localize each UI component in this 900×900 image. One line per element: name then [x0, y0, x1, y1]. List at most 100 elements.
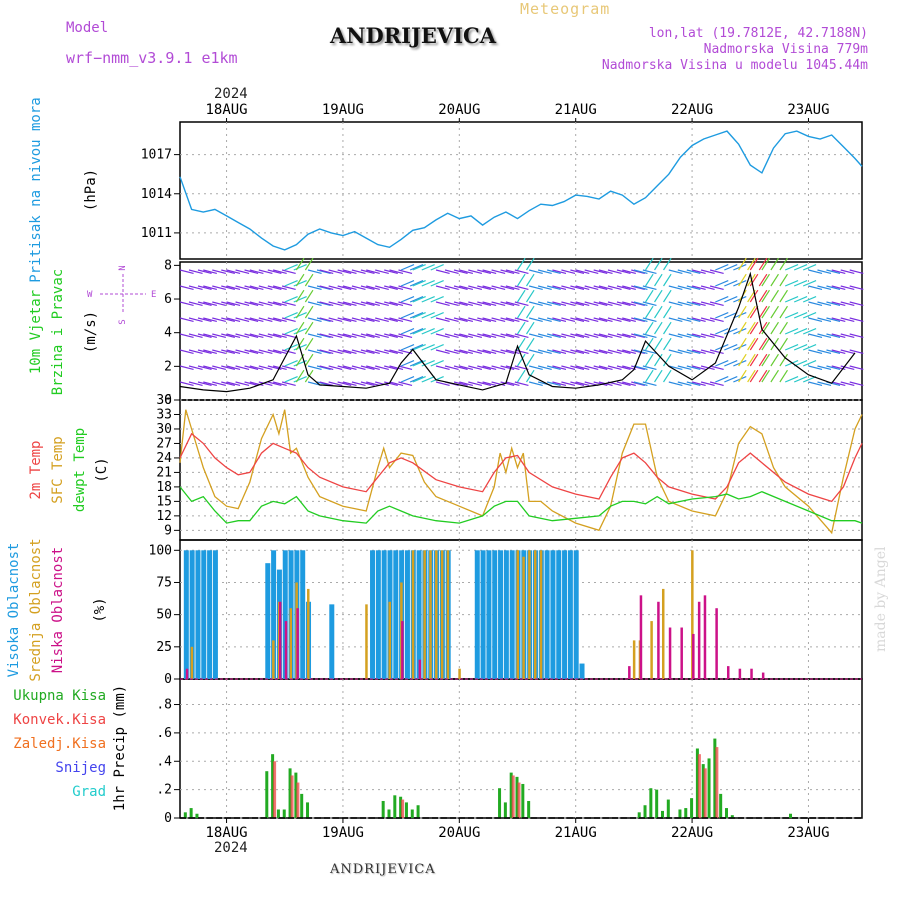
wind-arrow — [584, 317, 599, 323]
wind-arrow — [575, 365, 590, 371]
wind-arrow — [453, 381, 468, 387]
wind-arrow — [715, 311, 729, 319]
wind-arrow — [307, 333, 322, 339]
wind-arrow — [430, 327, 444, 335]
precip-bar — [271, 754, 275, 818]
wind-arrow — [430, 295, 444, 303]
ytick-label-pressure: 1017 — [141, 148, 172, 163]
wind-ylabel-1: 10m Vjetar — [28, 290, 44, 374]
wind-arrow — [758, 273, 768, 287]
wind-arrow — [700, 333, 715, 339]
wind-arrow — [849, 317, 864, 323]
cloud-bar — [183, 550, 189, 679]
cloud-bar — [492, 550, 498, 679]
wind-arrow — [622, 301, 636, 307]
cloud-bar — [284, 621, 288, 679]
wind-arrow — [444, 317, 459, 323]
wind-arrow — [409, 375, 424, 383]
wind-arrow — [514, 349, 529, 355]
wind-arrow — [668, 269, 683, 275]
wind-arrow — [677, 365, 692, 371]
wind-arrow — [831, 333, 846, 339]
precip-bar — [715, 747, 719, 818]
wind-arrow — [758, 337, 768, 351]
wind-arrow — [203, 365, 217, 371]
wind-arrow — [575, 269, 590, 275]
wind-arrow — [663, 369, 672, 383]
wind-arrow — [295, 305, 305, 319]
wind-arrow — [179, 301, 194, 307]
wind-arrow — [281, 333, 296, 339]
wind-arrow — [584, 285, 599, 291]
cloud-bar — [692, 633, 695, 679]
wind-unit: (m/s) — [83, 311, 99, 353]
wind-arrow — [724, 359, 738, 367]
precip-bar — [288, 768, 292, 818]
wind-arrow — [491, 285, 506, 291]
wind-arrow — [546, 333, 561, 339]
wind-arrow — [316, 381, 331, 387]
cloud-bar — [533, 550, 537, 679]
wind-arrow — [304, 257, 314, 271]
wind-arrow — [802, 263, 817, 271]
wind-arrow — [758, 321, 768, 335]
panel-frame-pressure — [179, 121, 863, 260]
wind-arrow — [409, 311, 424, 319]
wind-arrow — [779, 289, 788, 303]
wind-arrow — [642, 301, 657, 307]
wind-arrow — [514, 301, 529, 307]
wind-arrow — [709, 365, 724, 371]
wind-arrow — [758, 369, 768, 383]
wind-arrow — [593, 285, 608, 291]
wind-arrow — [293, 279, 307, 287]
wind-arrow — [366, 285, 380, 291]
wind-arrow — [477, 381, 492, 387]
wind-arrow — [770, 321, 779, 335]
year-top: 2024 — [214, 86, 248, 102]
wind-arrow — [281, 381, 296, 387]
wind-arrow — [203, 381, 217, 387]
cloud-unit: (%) — [92, 597, 108, 622]
cloud-bar — [691, 550, 694, 679]
wind-arrow — [808, 269, 823, 275]
pressure-unit: (hPa) — [83, 169, 99, 211]
wind-arrow — [272, 333, 287, 339]
wind-arrow — [267, 317, 282, 323]
wind-arrow — [319, 349, 334, 355]
wind-arrow — [267, 269, 282, 275]
wind-arrow — [505, 333, 520, 339]
wind-arrow — [691, 333, 706, 339]
wind-arrow — [203, 301, 217, 307]
wind-arrow — [700, 349, 715, 355]
wind-arrow — [293, 375, 307, 383]
wind-arrow — [691, 301, 706, 307]
wind-arrow — [537, 269, 552, 275]
precip-bar — [509, 772, 513, 818]
wind-arrow — [384, 285, 398, 291]
wind-arrow — [826, 349, 841, 355]
wind-arrow — [453, 317, 468, 323]
cloud-bar — [738, 668, 742, 679]
wind-arrow — [188, 365, 203, 371]
wind-arrow — [500, 269, 515, 275]
cloud-bar — [272, 640, 275, 679]
wind-arrow — [645, 305, 654, 319]
wind-arrow — [384, 317, 398, 323]
wind-arrow — [584, 269, 599, 275]
wind-arrow — [808, 365, 823, 371]
wind-arrow — [526, 305, 535, 319]
cloud-bar — [726, 666, 730, 679]
wind-arrow — [686, 365, 701, 371]
wind-arrow — [316, 365, 331, 371]
precip-bar — [381, 800, 385, 818]
wind-arrow — [758, 305, 768, 319]
wind-arrow — [645, 257, 654, 271]
wind-arrow — [654, 305, 663, 319]
precip-bar — [410, 809, 414, 818]
cloud-bar — [639, 595, 643, 679]
wind-arrow — [360, 269, 375, 275]
wind-arrow — [840, 285, 855, 291]
ytick-label-cloud: 50 — [156, 608, 172, 623]
cloud-bar — [486, 550, 492, 679]
wind-arrow — [668, 301, 683, 307]
